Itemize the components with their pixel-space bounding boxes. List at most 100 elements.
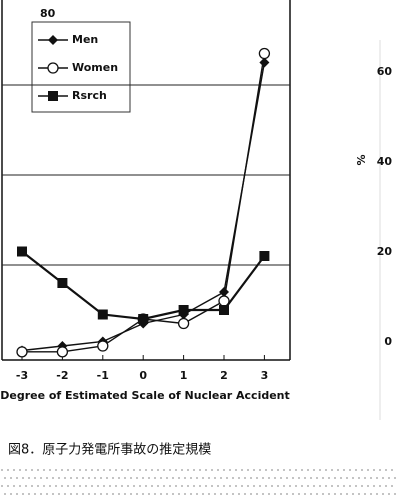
dot [355,469,357,471]
dot [196,477,198,479]
dot [58,477,60,479]
dot [331,469,333,471]
dot [265,485,267,487]
dot [364,493,366,495]
dot [91,469,93,471]
dot [352,477,354,479]
dot [25,469,27,471]
dot [247,469,249,471]
dot [106,477,108,479]
dot [391,469,393,471]
dot [1,485,3,487]
dot [184,493,186,495]
dot [367,469,369,471]
dot [340,477,342,479]
dot [265,469,267,471]
dot [316,493,318,495]
dot [280,477,282,479]
dot [205,485,207,487]
dot [88,493,90,495]
dot [286,493,288,495]
dot [244,493,246,495]
dot [325,485,327,487]
x-tick-label: 3 [261,369,269,382]
dot [373,485,375,487]
dot [328,477,330,479]
marker [258,47,271,60]
dot [358,477,360,479]
dot [100,477,102,479]
dot [28,493,30,495]
dot [220,493,222,495]
dot [40,477,42,479]
dot [208,477,210,479]
dot [73,485,75,487]
dot [103,469,105,471]
dot [16,493,18,495]
dot [169,469,171,471]
dot [223,469,225,471]
dot [43,485,45,487]
dot [178,493,180,495]
dot [76,493,78,495]
marker [138,314,149,324]
dot [292,477,294,479]
dot [280,493,282,495]
dot [283,469,285,471]
dot [289,485,291,487]
dot [148,477,150,479]
dot [286,477,288,479]
dot [136,493,138,495]
dot [232,477,234,479]
dot [142,493,144,495]
dot [268,493,270,495]
marker [177,317,190,330]
dot [253,469,255,471]
dot [145,469,147,471]
dot [118,493,120,495]
marker [56,346,69,358]
dot [367,485,369,487]
dot [178,477,180,479]
dot [37,469,39,471]
dot [382,493,384,495]
dot [319,485,321,487]
dot [241,485,243,487]
dot [202,493,204,495]
dot [277,469,279,471]
dot [235,485,237,487]
dot [298,477,300,479]
dot [127,469,129,471]
dot [115,469,117,471]
dot [181,485,183,487]
dot [295,469,297,471]
dot [73,469,75,471]
dot [79,485,81,487]
dot [388,477,390,479]
dot [34,493,36,495]
dot [250,493,252,495]
dot [379,485,381,487]
dot [205,469,207,471]
dot [121,485,123,487]
dot [295,485,297,487]
dot [202,477,204,479]
dot [172,477,174,479]
dot [82,477,84,479]
dot [67,469,69,471]
dot [109,469,111,471]
marker [97,309,108,320]
adjacent-tick-label: 60 [377,65,393,78]
adjacent-axis-label: % [355,154,368,165]
dot [259,485,261,487]
dot [337,469,339,471]
dot [208,493,210,495]
dot [193,485,195,487]
dot [103,485,105,487]
dot [301,485,303,487]
dot [376,493,378,495]
dot [130,477,132,479]
dot [64,477,66,479]
dot [13,485,15,487]
dot [169,485,171,487]
